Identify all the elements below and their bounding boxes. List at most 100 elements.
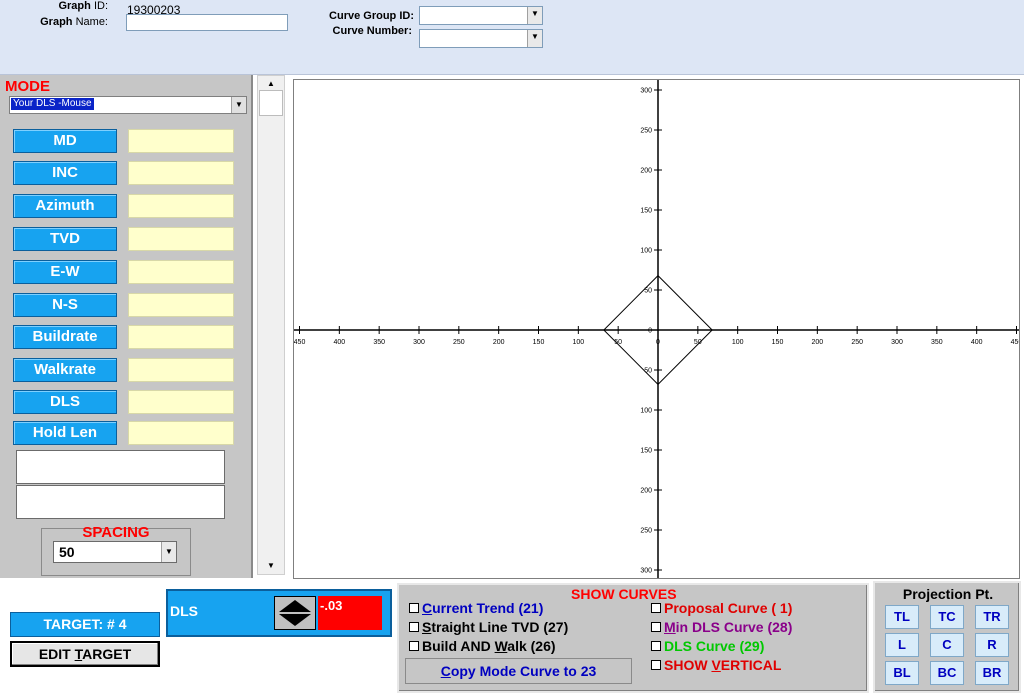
copy-mode-curve-button[interactable]: Copy Mode Curve to 23 [405,658,632,684]
y-tick-label: 250 [640,128,652,135]
scroll-down-icon[interactable]: ▼ [258,558,284,574]
curve-number-select[interactable]: ▼ [419,29,543,48]
chevron-down-icon[interactable]: ▼ [527,7,542,24]
param-field-n-s[interactable] [128,293,234,317]
graph-name-input[interactable] [126,14,288,31]
y-tick-label: 100 [640,248,652,255]
param-field-buildrate[interactable] [128,325,234,349]
graph-name-label: Graph Name: [40,16,108,28]
spacing-value: 50 [59,544,75,560]
param-button-buildrate[interactable]: Buildrate [13,325,117,349]
up-down-arrows-icon[interactable] [274,596,316,630]
x-tick-label: 450 [294,339,305,346]
projection-button-tc[interactable]: TC [930,605,964,629]
edit-target-button[interactable]: EDIT TARGET [10,641,160,667]
scroll-thumb[interactable] [259,90,283,116]
x-tick-label: 300 [891,339,903,346]
projection-button-r[interactable]: R [975,633,1009,657]
y-tick-label: 200 [640,488,652,495]
x-tick-label: 200 [493,339,505,346]
curve-checkbox[interactable]: DLS Curve (29) [651,638,764,654]
x-tick-label: 50 [614,339,622,346]
param-field-tvd[interactable] [128,227,234,251]
mode-title: MODE [5,78,50,95]
curve-number-label: Curve Number: [332,25,412,37]
curve-group-id-select[interactable]: ▼ [419,6,543,25]
spacing-title: SPACING [82,524,150,541]
chevron-down-icon[interactable]: ▼ [527,30,542,47]
mode-select[interactable]: Your DLS -Mouse ▼ [9,96,247,114]
chevron-down-icon[interactable]: ▼ [231,97,246,113]
x-tick-label: 50 [694,339,702,346]
projection-title: Projection Pt. [902,586,994,602]
param-button-md[interactable]: MD [13,129,117,153]
projection-button-br[interactable]: BR [975,661,1009,685]
x-tick-label: 250 [851,339,863,346]
projection-button-c[interactable]: C [930,633,964,657]
param-field-e-w[interactable] [128,260,234,284]
show-curves-panel: SHOW CURVES Current Trend (21) Straight L… [397,583,869,693]
param-button-hold-len[interactable]: Hold Len [13,421,117,445]
spacing-select[interactable]: 50 ▼ [53,541,177,563]
vertical-scrollbar[interactable]: ▲ ▼ [257,75,285,575]
x-tick-label: 350 [373,339,385,346]
x-tick-label: 450 [1011,339,1019,346]
checkbox-icon[interactable] [651,622,661,632]
param-field-azimuth[interactable] [128,194,234,218]
x-tick-label: 400 [333,339,345,346]
mode-panel: MODE Your DLS -Mouse ▼ MD INC Azimuth TVD E-… [0,75,253,578]
x-tick-label: 350 [931,339,943,346]
param-field-walkrate[interactable] [128,358,234,382]
scroll-up-icon[interactable]: ▲ [258,76,284,92]
checkbox-icon[interactable] [409,622,419,632]
param-button-azimuth[interactable]: Azimuth [13,194,117,218]
curve-checkbox[interactable]: Min DLS Curve (28) [651,619,792,635]
checkbox-icon[interactable] [651,641,661,651]
header-bar: Graph ID: 19300203 Graph Name: Curve Gro… [0,0,1024,75]
y-tick-label: 300 [640,88,652,95]
checkbox-icon[interactable] [651,660,661,670]
param-field-dls[interactable] [128,390,234,414]
y-tick-label: 0 [648,328,652,335]
curve-checkbox[interactable]: Proposal Curve ( 1) [651,600,792,616]
curve-checkbox[interactable]: Straight Line TVD (27) [409,619,568,635]
target-diamond [603,274,713,386]
y-tick-label: 50 [644,288,652,295]
x-tick-label: 200 [811,339,823,346]
curve-checkbox[interactable]: Build AND Walk (26) [409,638,556,654]
graph-id-label: Graph ID: [58,0,108,12]
plan-view-chart[interactable]: 450 400 350 300 250 200 150 100 50 0 50 100 150 200 25… [294,80,1022,578]
projection-button-tr[interactable]: TR [975,605,1009,629]
curve-checkbox[interactable]: SHOW VERTICAL [651,657,781,673]
param-button-dls[interactable]: DLS [13,390,117,414]
curve-group-id-label: Curve Group ID: [329,10,414,22]
param-field-hold-len[interactable] [128,421,234,445]
curve-checkbox[interactable]: Current Trend (21) [409,600,543,616]
target-button[interactable]: TARGET: # 4 [10,612,160,637]
projection-button-l[interactable]: L [885,633,919,657]
checkbox-icon[interactable] [409,641,419,651]
param-field-md[interactable] [128,129,234,153]
dls-value: -.03 [318,596,382,630]
x-tick-label: 300 [413,339,425,346]
graph-id-value: 19300203 [127,3,181,17]
checkbox-icon[interactable] [651,603,661,613]
plan-view-plot[interactable]: 450 400 350 300 250 200 150 100 50 0 50 100 150 200 25… [293,79,1022,579]
projection-button-bc[interactable]: BC [930,661,964,685]
projection-button-tl[interactable]: TL [885,605,919,629]
projection-button-bl[interactable]: BL [885,661,919,685]
chevron-down-icon[interactable]: ▼ [161,542,176,562]
param-button-tvd[interactable]: TVD [13,227,117,251]
show-curves-title: SHOW CURVES [571,586,677,602]
param-button-n-s[interactable]: N-S [13,293,117,317]
x-tick-label: 400 [971,339,983,346]
param-button-walkrate[interactable]: Walkrate [13,358,117,382]
checkbox-icon[interactable] [409,603,419,613]
x-tick-label: 250 [453,339,465,346]
param-field-inc[interactable] [128,161,234,185]
mode-info-box-2 [16,485,225,519]
projection-panel: Projection Pt. TL TC TR L C R BL BC BR [873,581,1021,693]
x-tick-label: 0 [656,339,660,346]
param-button-e-w[interactable]: E-W [13,260,117,284]
param-button-inc[interactable]: INC [13,161,117,185]
